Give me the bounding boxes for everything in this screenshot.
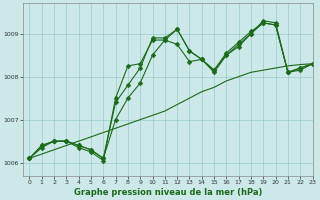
- X-axis label: Graphe pression niveau de la mer (hPa): Graphe pression niveau de la mer (hPa): [74, 188, 262, 197]
